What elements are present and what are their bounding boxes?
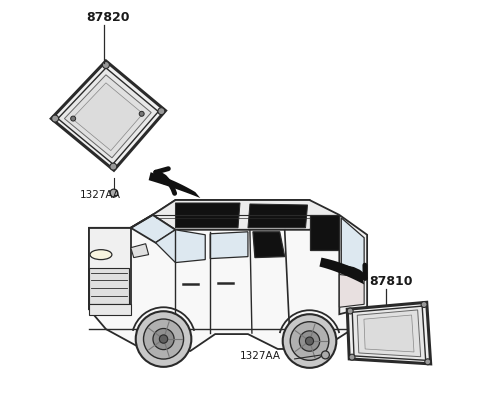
Polygon shape — [176, 203, 240, 228]
Ellipse shape — [90, 250, 112, 260]
Polygon shape — [339, 215, 367, 314]
Polygon shape — [310, 215, 339, 250]
Circle shape — [322, 351, 329, 359]
Polygon shape — [320, 258, 364, 285]
Circle shape — [52, 115, 59, 122]
Polygon shape — [210, 232, 248, 259]
Text: 87810: 87810 — [369, 275, 413, 289]
Circle shape — [290, 322, 329, 360]
Polygon shape — [64, 75, 151, 158]
Circle shape — [159, 335, 168, 343]
Polygon shape — [131, 215, 176, 243]
Circle shape — [425, 359, 431, 365]
Text: 87820: 87820 — [86, 11, 130, 24]
Circle shape — [305, 337, 313, 345]
Polygon shape — [153, 200, 339, 230]
Circle shape — [71, 116, 76, 121]
Polygon shape — [248, 204, 308, 228]
Circle shape — [139, 111, 144, 116]
Text: 1327AA: 1327AA — [80, 190, 121, 200]
Polygon shape — [156, 230, 205, 263]
Polygon shape — [253, 232, 285, 258]
Polygon shape — [51, 61, 166, 170]
Circle shape — [102, 62, 109, 69]
Polygon shape — [131, 244, 149, 258]
Polygon shape — [89, 228, 131, 309]
FancyArrowPatch shape — [342, 265, 365, 278]
Circle shape — [421, 301, 427, 307]
Polygon shape — [357, 310, 420, 357]
Circle shape — [110, 163, 117, 170]
Polygon shape — [341, 218, 364, 274]
Circle shape — [283, 314, 336, 368]
Polygon shape — [58, 68, 158, 164]
Polygon shape — [352, 306, 426, 360]
Circle shape — [300, 331, 320, 351]
Circle shape — [347, 308, 353, 314]
Circle shape — [349, 354, 355, 360]
Polygon shape — [347, 302, 431, 364]
Polygon shape — [364, 315, 414, 352]
Circle shape — [153, 328, 174, 350]
FancyArrowPatch shape — [156, 169, 175, 193]
Polygon shape — [89, 268, 129, 304]
Polygon shape — [72, 83, 143, 151]
Circle shape — [136, 311, 192, 367]
Polygon shape — [149, 172, 200, 198]
Circle shape — [110, 189, 118, 197]
Circle shape — [158, 108, 165, 115]
Polygon shape — [89, 304, 131, 315]
Circle shape — [144, 319, 183, 359]
Polygon shape — [89, 200, 367, 351]
Polygon shape — [339, 274, 364, 307]
Text: 1327AA: 1327AA — [240, 351, 281, 361]
